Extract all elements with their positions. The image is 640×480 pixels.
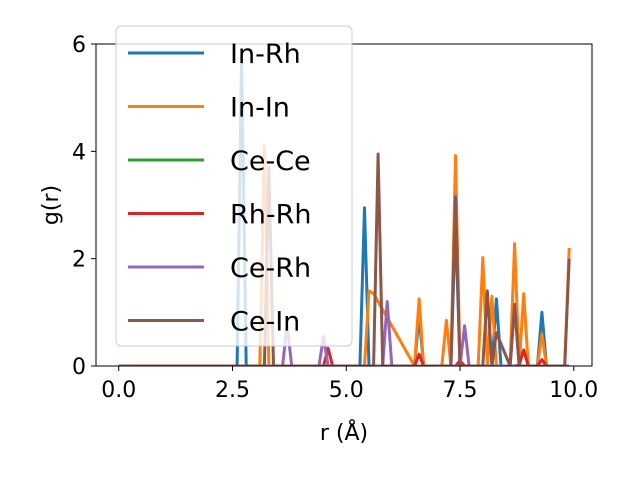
y-tick-label: 4 <box>72 140 86 165</box>
y-tick-label: 2 <box>72 248 86 273</box>
legend-label: Ce-Ce <box>230 146 311 177</box>
y-axis-label: g(r) <box>39 185 64 225</box>
legend-label: Rh-Rh <box>230 200 312 231</box>
x-tick-label: 10.0 <box>549 378 598 403</box>
legend-label: In-Rh <box>230 39 301 70</box>
x-axis-label: r (Å) <box>320 419 368 446</box>
y-tick-label: 0 <box>72 355 86 380</box>
y-tick-label: 6 <box>72 33 86 58</box>
x-tick-label: 7.5 <box>443 378 478 403</box>
x-tick-label: 0.0 <box>101 378 136 403</box>
series-line-in-in <box>118 144 571 366</box>
legend-label: In-In <box>230 93 290 124</box>
legend-label: Ce-Rh <box>230 253 311 284</box>
legend-box <box>115 25 353 347</box>
legend: In-Rh In-In Ce-Ce Rh-Rh Ce-Rh Ce-In <box>115 25 353 347</box>
series-line-ce-in <box>118 152 571 366</box>
y-axis: 0 2 4 6 <box>72 33 96 380</box>
x-tick-label: 5.0 <box>329 378 364 403</box>
legend-label: Ce-In <box>230 307 300 338</box>
x-tick-label: 2.5 <box>215 378 250 403</box>
x-axis: 0.0 2.5 5.0 7.5 10.0 <box>101 366 598 403</box>
